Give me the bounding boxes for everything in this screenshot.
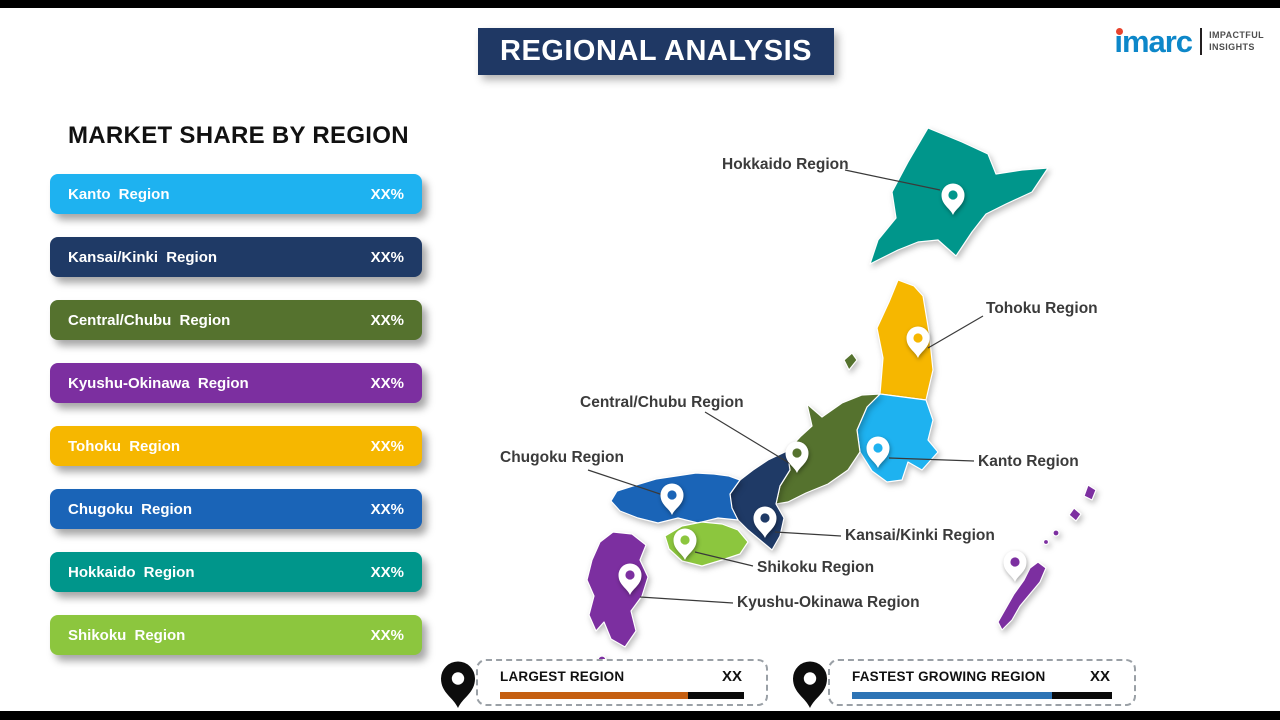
okinawa-island-1	[1083, 484, 1097, 501]
fastest-region-legend: FASTEST GROWING REGION XX	[828, 659, 1136, 706]
bar-label: Central/Chubu Region	[68, 311, 231, 329]
bar-chugoku: Chugoku Region XX%	[50, 489, 422, 529]
bottom-black-strip	[0, 711, 1280, 720]
bar-value: XX%	[370, 248, 404, 266]
imarc-logo: imarc IMPACTFUL INSIGHTS	[1114, 26, 1264, 57]
largest-region-label: LARGEST REGION	[500, 669, 625, 684]
bar-chubu: Central/Chubu Region XX%	[50, 300, 422, 340]
hokkaido-pin-icon	[941, 183, 965, 215]
kansai-region-shape	[729, 450, 791, 551]
bar-shikoku: Shikoku Region XX%	[50, 615, 422, 655]
bar-tohoku: Tohoku Region XX%	[50, 426, 422, 466]
hokkaido-leader-line	[844, 169, 941, 191]
bar-label: Hokkaido Region	[68, 563, 195, 581]
kanto-region-shape	[856, 393, 939, 483]
bar-label: Tohoku Region	[68, 437, 181, 455]
map-label-kyushu: Kyushu-Okinawa Region	[737, 594, 920, 611]
bar-value: XX%	[370, 563, 404, 581]
bar-value: XX%	[370, 626, 404, 644]
imarc-brand-text: imarc	[1114, 24, 1193, 59]
bar-kanto: Kanto Region XX%	[50, 174, 422, 214]
largest-region-bar-main	[500, 692, 688, 699]
fastest-region-bar-main	[852, 692, 1053, 699]
logo-divider	[1200, 28, 1203, 55]
largest-region-value: XX	[721, 668, 742, 685]
top-black-strip	[0, 0, 1280, 8]
fastest-region-bar	[852, 692, 1112, 699]
largest-region-bar	[500, 692, 744, 699]
bar-value: XX%	[370, 437, 404, 455]
largest-region-legend: LARGEST REGION XX	[476, 659, 768, 706]
fastest-region-bar-end	[1052, 692, 1112, 699]
map-label-kansai: Kansai/Kinki Region	[845, 527, 995, 544]
bar-hokkaido: Hokkaido Region XX%	[50, 552, 422, 592]
bar-label: Shikoku Region	[68, 626, 186, 644]
kyushu-region-shape	[586, 531, 649, 648]
okinawa-islet-2	[1042, 538, 1050, 546]
map-label-tohoku: Tohoku Region	[986, 300, 1098, 317]
kyushu-pin-icon	[618, 563, 642, 595]
logo-tagline: IMPACTFUL INSIGHTS	[1209, 30, 1264, 53]
bar-value: XX%	[370, 185, 404, 203]
market-share-bar-list: Kanto Region XX% Kansai/Kinki Region XX%…	[50, 174, 422, 678]
kansai-pin-icon	[753, 506, 777, 538]
largest-region-bar-end	[687, 692, 744, 699]
okinawa-islet-1	[1052, 529, 1060, 537]
kanto-leader-line	[888, 457, 975, 462]
okinawa-pin-icon	[1003, 550, 1027, 582]
fastest-region-label: FASTEST GROWING REGION	[852, 669, 1046, 684]
bar-label: Chugoku Region	[68, 500, 192, 518]
imarc-logo-dot-icon	[1116, 28, 1124, 35]
logo-tagline-top: IMPACTFUL	[1209, 29, 1264, 40]
bar-value: XX%	[370, 374, 404, 392]
fastest-region-pin-icon	[793, 661, 827, 708]
japan-map-svg	[586, 127, 1097, 670]
bar-value: XX%	[370, 311, 404, 329]
map-label-hokkaido: Hokkaido Region	[722, 156, 849, 173]
imarc-brand-wrap: imarc	[1114, 24, 1193, 59]
japan-map: Hokkaido Region Tohoku Region Central/Ch…	[450, 90, 1150, 670]
chugoku-leader-line	[587, 469, 664, 496]
bar-value: XX%	[370, 500, 404, 518]
okinawa-main-island	[997, 561, 1047, 631]
chubu-leader-line	[704, 411, 795, 467]
map-label-chugoku: Chugoku Region	[500, 449, 624, 466]
okinawa-island-2	[1068, 507, 1082, 522]
bar-label: Kyushu-Okinawa Region	[68, 374, 249, 392]
map-label-chubu: Central/Chubu Region	[580, 394, 744, 411]
sado-island-shape	[843, 352, 858, 371]
tohoku-pin-icon	[906, 326, 930, 358]
chubu-pin-icon	[785, 441, 809, 473]
bar-label: Kansai/Kinki Region	[68, 248, 218, 266]
bar-label: Kanto Region	[68, 185, 170, 203]
fastest-region-value: XX	[1089, 668, 1110, 685]
largest-region-pin-icon	[441, 661, 475, 708]
logo-tagline-bottom: INSIGHTS	[1209, 41, 1255, 52]
bar-kansai: Kansai/Kinki Region XX%	[50, 237, 422, 277]
tohoku-leader-line	[927, 315, 984, 349]
kanto-pin-icon	[866, 436, 890, 468]
kyushu-leader-line	[639, 596, 734, 604]
kansai-leader-line	[774, 531, 842, 537]
market-share-heading: MARKET SHARE BY REGION	[68, 122, 409, 149]
map-label-shikoku: Shikoku Region	[757, 559, 875, 576]
map-label-kanto: Kanto Region	[978, 453, 1079, 470]
bar-kyushu-okinawa: Kyushu-Okinawa Region XX%	[50, 363, 422, 403]
shikoku-leader-line	[694, 551, 754, 567]
shikoku-pin-icon	[673, 528, 697, 560]
page-title: REGIONAL ANALYSIS	[478, 28, 834, 75]
chugoku-pin-icon	[660, 483, 684, 515]
